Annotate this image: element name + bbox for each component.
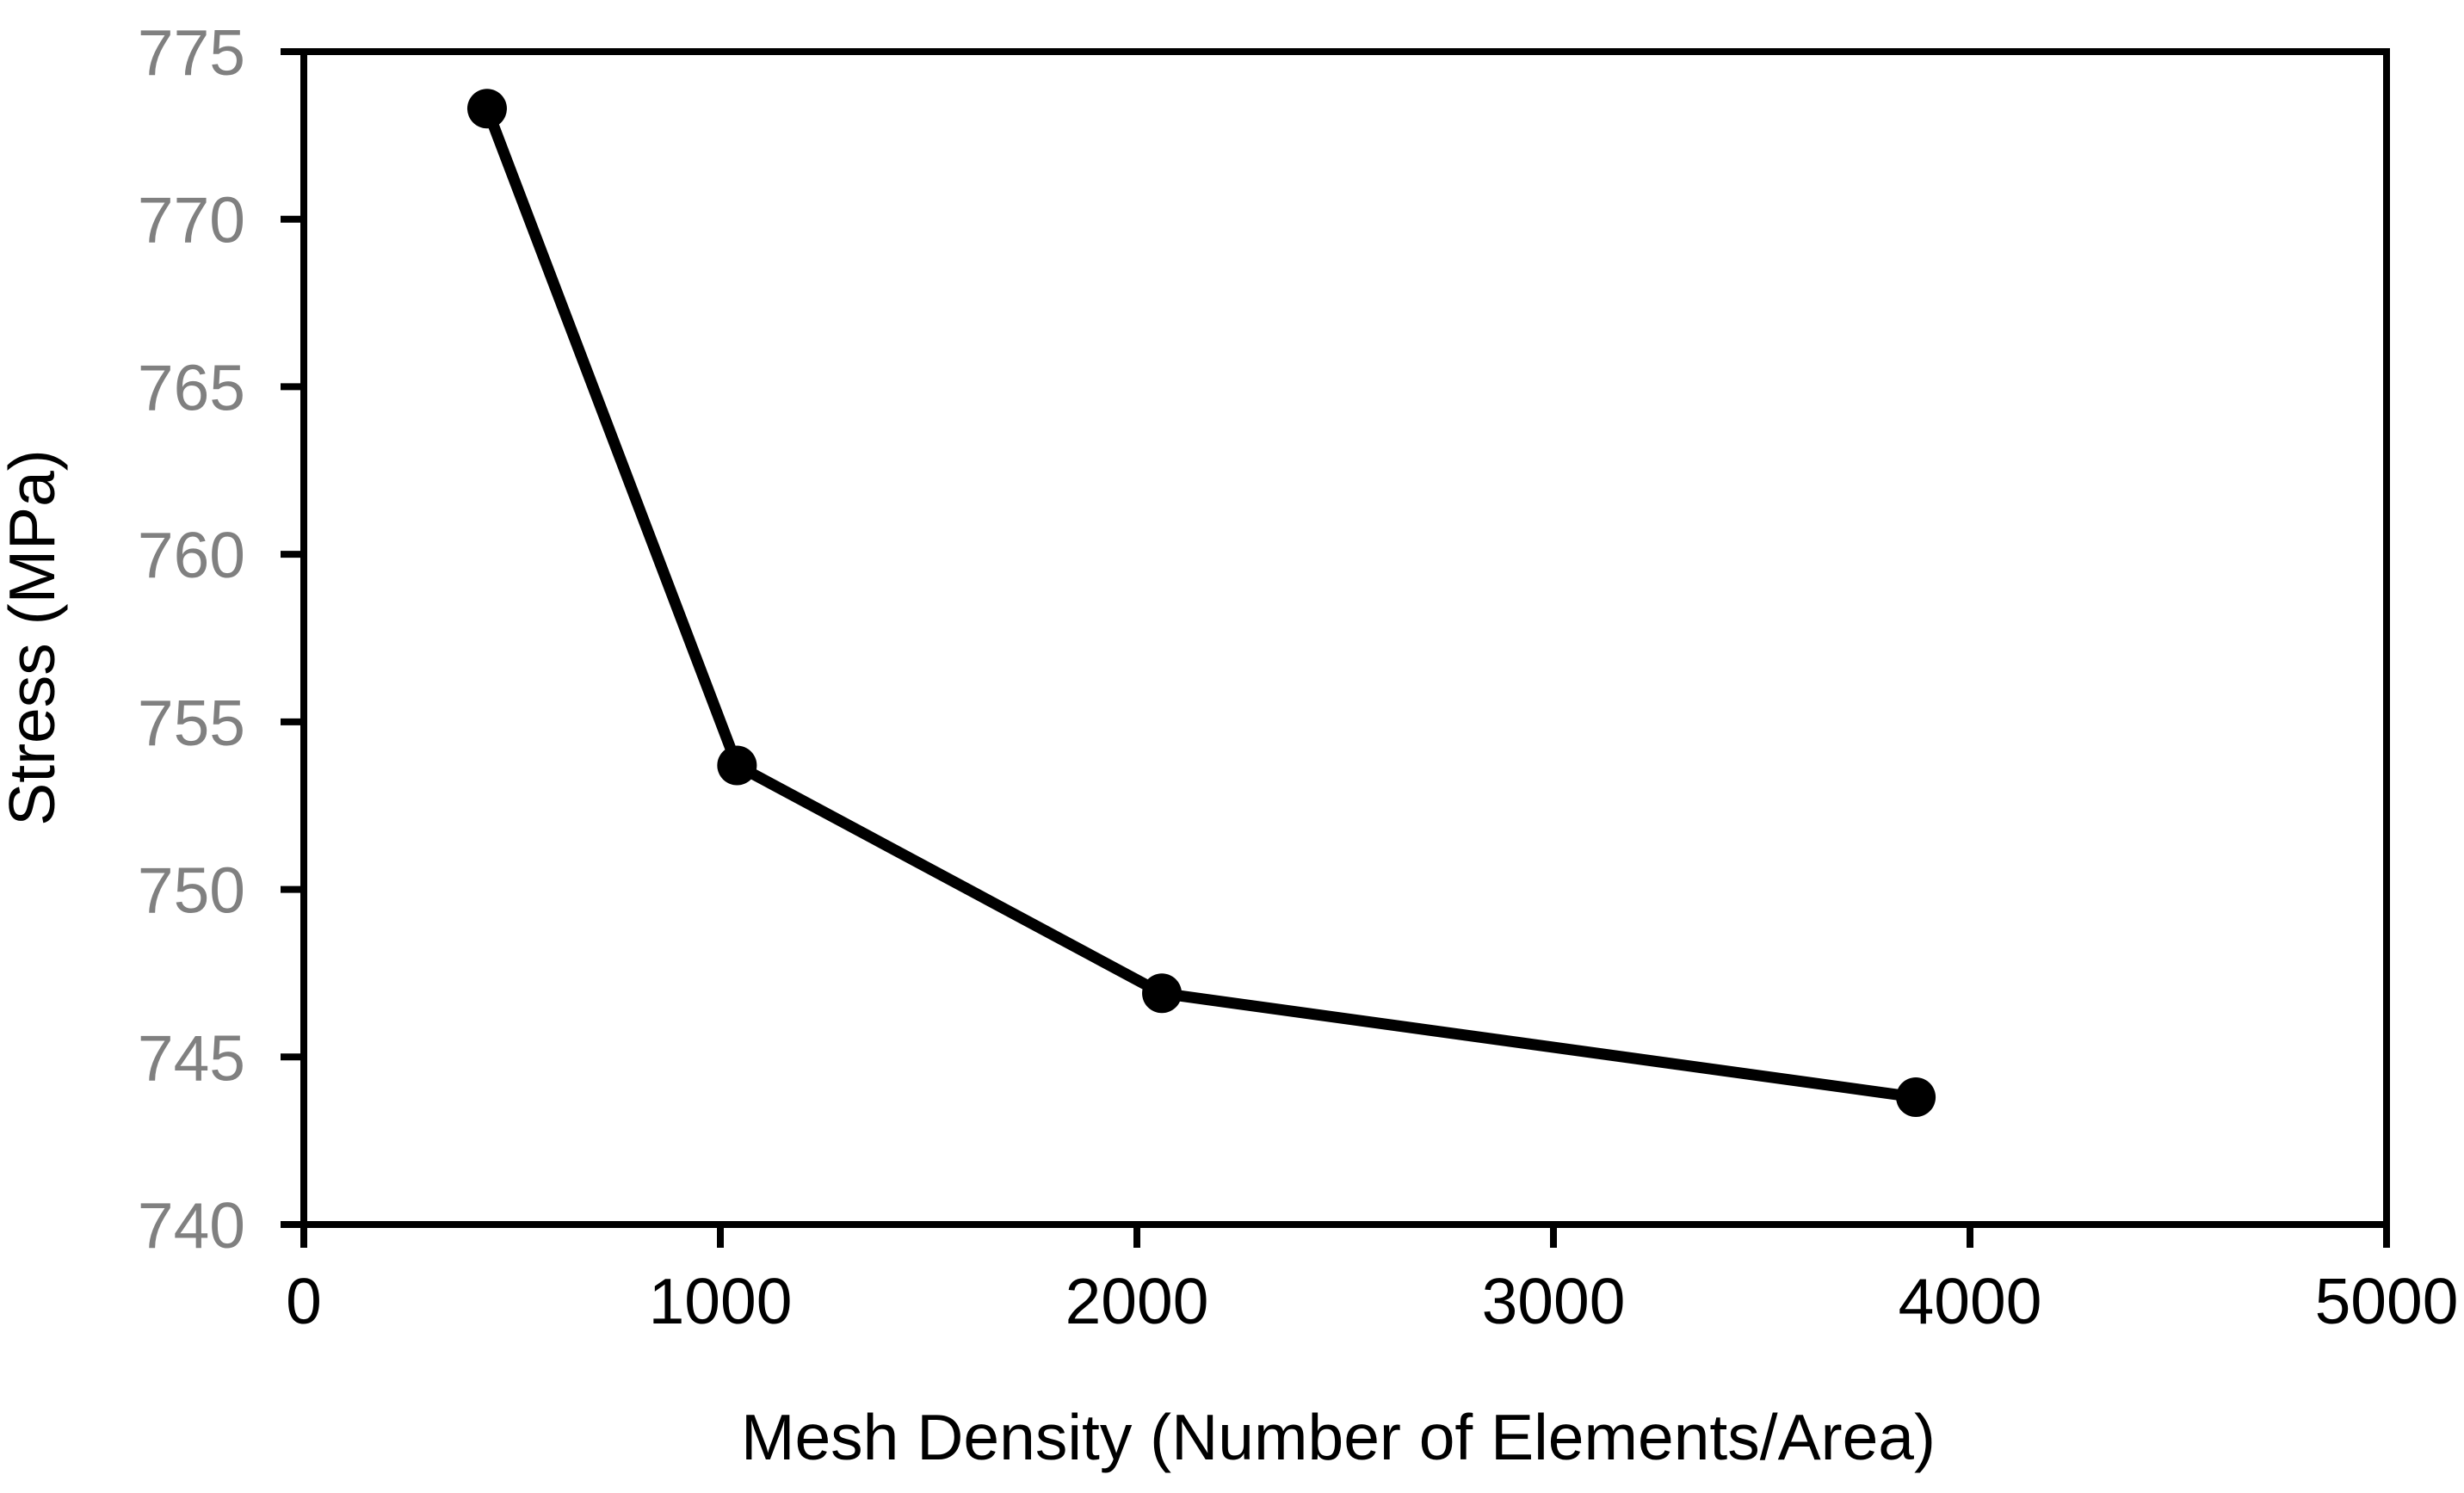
- y-tick-label: 765: [138, 351, 245, 423]
- x-axis-tick-labels: 0 1000 2000 3000 4000 5000: [286, 1265, 2458, 1337]
- x-tick-label: 0: [286, 1265, 322, 1337]
- y-axis-tick-labels: 740 745 750 755 760 765 770 775: [138, 16, 245, 1262]
- y-tick-label: 740: [138, 1189, 245, 1262]
- y-tick-label: 770: [138, 184, 245, 256]
- y-tick-label: 760: [138, 519, 245, 591]
- y-tick-label: 755: [138, 687, 245, 759]
- y-tick-label: 745: [138, 1021, 245, 1094]
- y-axis-title: Stress (MPa): [0, 449, 68, 826]
- data-point: [717, 745, 757, 786]
- x-tick-label: 1000: [649, 1265, 793, 1337]
- x-tick-label: 3000: [1482, 1265, 1626, 1337]
- x-tick-label: 5000: [2315, 1265, 2459, 1337]
- x-axis-ticks: [300, 1225, 2390, 1248]
- x-tick-label: 2000: [1065, 1265, 1209, 1337]
- y-axis-ticks: [281, 48, 304, 1228]
- y-tick-label: 775: [138, 16, 245, 89]
- x-tick-label: 4000: [1899, 1265, 2042, 1337]
- data-series: [466, 89, 1936, 1118]
- data-point: [1142, 973, 1183, 1014]
- data-point: [466, 89, 507, 129]
- series-line: [481, 102, 1922, 1103]
- data-point: [1896, 1077, 1936, 1118]
- x-axis-title: Mesh Density (Number of Elements/Area): [741, 1401, 1936, 1473]
- y-tick-label: 750: [138, 854, 245, 927]
- plot-frame: [300, 48, 2390, 1228]
